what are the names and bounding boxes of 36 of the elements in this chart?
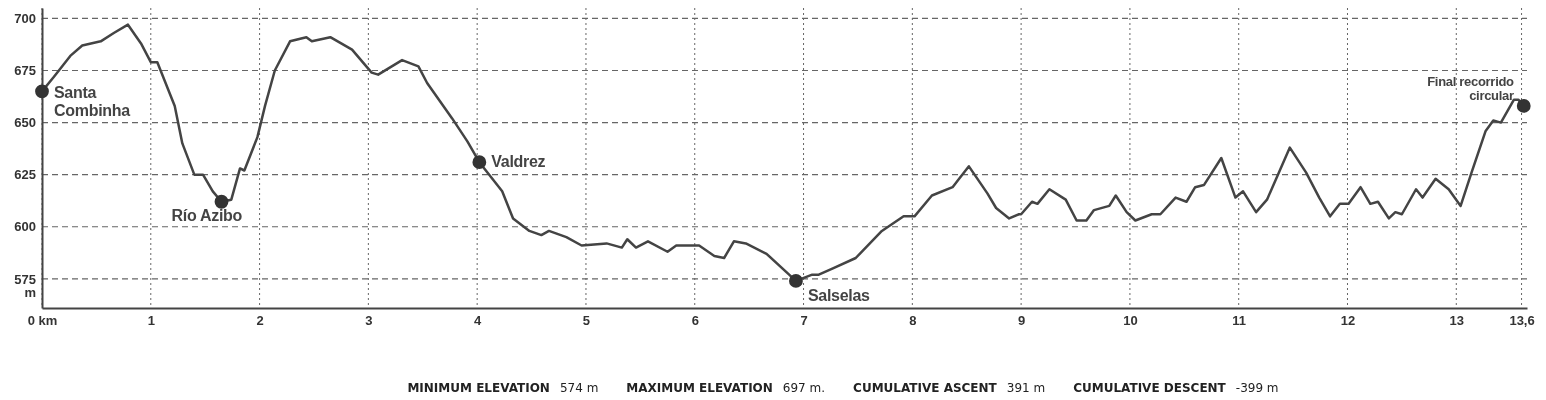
text: CUMULATIVE DESCENT -399 m [1073,381,1279,395]
annotation: Santa Combinha [54,84,131,119]
x-tick-label: 9 [1018,313,1026,329]
text: MAXIMUM ELEVATION 697 m. [626,381,826,395]
x-tick-label: 0 km [27,313,58,329]
y-tick-label: 650 [14,115,36,131]
text: MINIMUM ELEVATION 574 m [407,381,599,395]
x-tick-label: 11 [1232,313,1247,329]
y-tick-label: 675 [14,63,36,79]
x-tick-label: 1 [147,313,155,329]
x-tick-label: 3 [365,313,373,329]
point [789,274,803,288]
annotation: Valdrez [491,153,546,171]
annotation: Río Azibo [171,206,243,224]
x-tick-label: 5 [582,313,591,329]
point [472,155,487,170]
x-tick-label: 6 [691,313,699,329]
x-tick-label: 13 [1449,313,1465,329]
y-tick-label: 700 [14,11,36,27]
point [214,194,229,209]
x-tick-label: 12 [1340,313,1356,329]
annotation: Final recorrido circular [1427,73,1515,104]
x-tick-label: 7 [800,313,808,329]
y-tick-label: 575 [14,271,36,287]
point [35,84,49,99]
y-tick-label: 625 [14,167,36,183]
point [1516,99,1531,113]
text: CUMULATIVE ASCENT 391 m [853,381,1046,395]
x-tick-label: 4 [474,313,483,329]
x-tick-label: 13,6 [1509,313,1535,329]
y-tick-label: 600 [14,219,36,235]
x-tick-label: 10 [1123,313,1138,329]
x-tick-label: 8 [909,313,917,329]
x-tick-label: 2 [256,313,264,329]
annotation: Salselas [807,286,870,304]
y-axis-title: m [24,284,36,300]
